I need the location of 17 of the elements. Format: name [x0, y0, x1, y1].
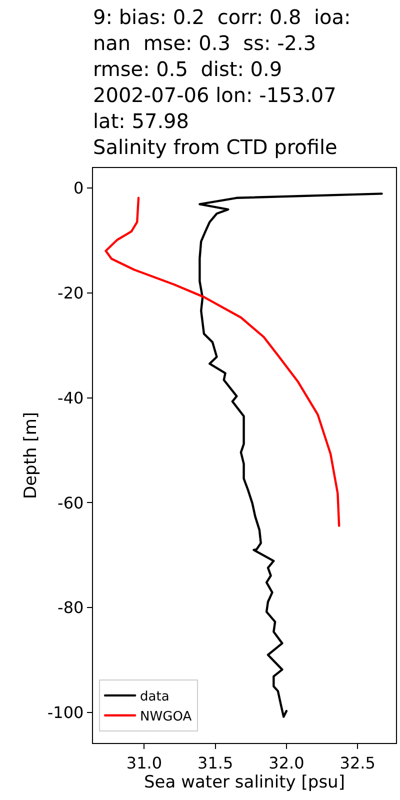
y-tick-label: -100	[47, 703, 84, 722]
chart-title: 9: bias: 0.2 corr: 0.8 ioa: nan mse: 0.3 ss: -2.3 rmse: 0.5 dist: 0.9 2002-07-06 lon: -153.07 lat: 57.98 Salinity from CTD profile	[93, 5, 351, 159]
x-tick-label: 31.0	[126, 753, 162, 772]
y-tick-label: -40	[58, 388, 84, 408]
x-tick-label: 32.0	[268, 753, 304, 772]
legend-label: data	[140, 690, 170, 705]
x-tick-label: 32.5	[340, 753, 376, 772]
legend-label: NWGOA	[140, 709, 192, 724]
y-tick-label: -80	[58, 598, 84, 618]
y-tick-label: -20	[58, 283, 84, 302]
line-series	[198, 192, 383, 718]
y-tick-label: -60	[58, 493, 84, 512]
x-tick-label: 31.5	[198, 753, 234, 772]
y-tick-label: 0	[74, 178, 84, 198]
line-series	[104, 196, 340, 527]
y-axis-title: Depth [m]	[20, 412, 41, 500]
x-axis-title: Sea water salinity [psu]	[144, 772, 345, 793]
